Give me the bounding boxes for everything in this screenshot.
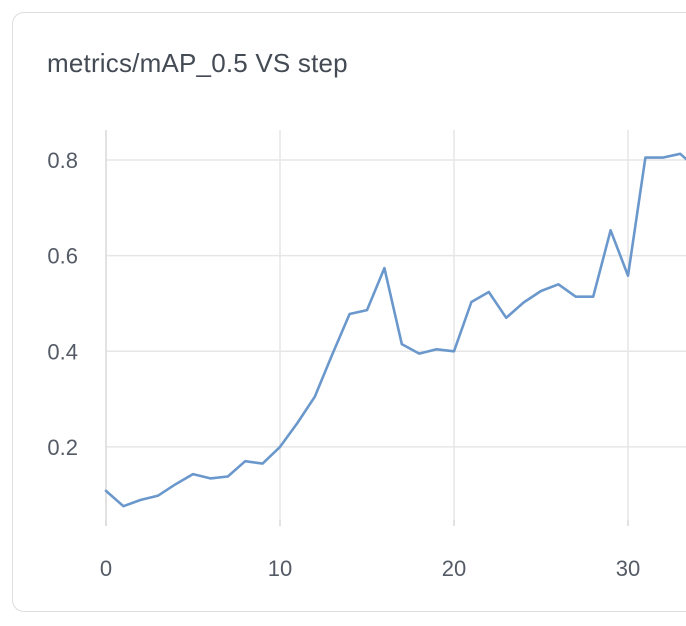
x-tick-label-1: 10 <box>268 556 292 581</box>
tick-labels: 0.2 0.4 0.6 0.8 0 10 20 30 <box>47 148 640 581</box>
series-layer <box>104 152 686 508</box>
y-tick-label-1: 0.4 <box>47 339 78 364</box>
y-tick-label-0: 0.2 <box>47 435 78 460</box>
chart-title: metrics/mAP_0.5 VS step <box>47 48 348 78</box>
x-tick-label-3: 30 <box>616 556 640 581</box>
chart-card <box>12 12 686 612</box>
axes <box>105 130 629 526</box>
series-line-0 <box>104 152 686 508</box>
x-tick-label-0: 0 <box>100 556 112 581</box>
x-tick-label-2: 20 <box>442 556 466 581</box>
y-tick-label-2: 0.6 <box>47 244 78 269</box>
y-tick-label-3: 0.8 <box>47 148 78 173</box>
grid-lines <box>106 130 686 520</box>
